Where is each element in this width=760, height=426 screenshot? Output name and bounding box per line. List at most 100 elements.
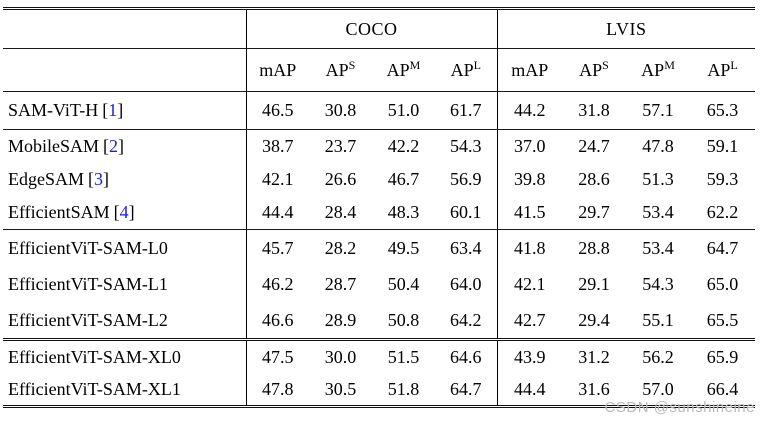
citation-link[interactable]: 1 xyxy=(108,100,118,120)
col-header-lvis-map: mAP xyxy=(496,48,563,92)
cell-value: 28.2 xyxy=(324,237,357,258)
group-header-coco: COCO xyxy=(245,8,498,49)
cell-value: 46.7 xyxy=(387,169,420,189)
table-row: EdgeSAM [3] 42.1 26.6 46.7 56.9 39.8 28.6… xyxy=(3,163,755,196)
cell-value: 49.5 xyxy=(387,237,420,258)
cell-value: 23.7 xyxy=(324,136,357,156)
cell-value: 59.3 xyxy=(706,169,739,189)
cell-value: 51.0 xyxy=(372,91,435,130)
col-header-sup: M xyxy=(409,57,421,72)
model-name: SAM-ViT-H [1] xyxy=(3,91,246,130)
cell-value: 30.0 xyxy=(324,346,357,367)
cell-value: 64.2 xyxy=(435,302,498,341)
group-header-lvis: LVIS xyxy=(496,8,756,49)
col-header-label: AP xyxy=(386,59,410,80)
model-label: EfficientViT-SAM-XL1 xyxy=(8,378,181,399)
cell-value: 28.4 xyxy=(309,196,372,230)
bracket-open: [ xyxy=(103,136,110,156)
cell-value: 31.8 xyxy=(562,91,627,130)
col-header-lvis-aps: APS xyxy=(562,48,627,92)
cell-value: 65.0 xyxy=(706,273,739,294)
cell-value: 59.1 xyxy=(706,136,739,156)
table-row: EfficientSAM [4] 44.4 28.4 48.3 60.1 41.5… xyxy=(3,196,756,230)
model-label: EfficientViT-SAM-L2 xyxy=(8,309,168,330)
col-header-coco-apm: APM xyxy=(372,48,435,92)
cell-value: 54.3 xyxy=(450,136,482,156)
model-name: EfficientViT-SAM-L2 xyxy=(3,302,246,341)
cell-value: 46.6 xyxy=(245,302,309,341)
cell-value: 42.7 xyxy=(496,302,563,341)
cell-value: 29.1 xyxy=(578,273,610,294)
col-header-label: mAP xyxy=(511,59,549,80)
table-row: EfficientViT-SAM-L2 46.6 28.9 50.8 64.2 … xyxy=(3,302,756,341)
bracket-close: ] xyxy=(118,136,125,156)
cell-value: 31.6 xyxy=(578,378,610,399)
cell-value: 53.4 xyxy=(642,237,674,258)
col-header-sup: L xyxy=(730,57,738,72)
citation-link[interactable]: 2 xyxy=(109,136,119,156)
model-label: SAM-ViT-H xyxy=(8,100,99,120)
cell-value: 50.4 xyxy=(387,273,420,294)
cell-value: 61.7 xyxy=(435,91,498,130)
cell-value: 30.5 xyxy=(324,378,357,399)
col-header-label: AP xyxy=(579,59,603,80)
col-header-sup: S xyxy=(348,57,356,72)
cell-value: 62.2 xyxy=(690,196,756,230)
cell-value: 65.5 xyxy=(690,302,756,341)
model-name: EfficientViT-SAM-XL1 xyxy=(3,373,246,407)
citation-link[interactable]: 4 xyxy=(119,202,129,222)
cell-value: 56.2 xyxy=(642,346,674,367)
cell-value: 57.1 xyxy=(626,91,691,130)
model-label: MobileSAM xyxy=(8,136,100,156)
col-header-sup: M xyxy=(664,57,675,72)
cell-value: 41.8 xyxy=(496,229,563,266)
cell-value: 64.0 xyxy=(450,273,482,294)
model-label: EfficientSAM xyxy=(8,202,110,222)
cell-value: 51.8 xyxy=(387,378,420,399)
model-label: EfficientViT-SAM-L1 xyxy=(8,273,168,294)
col-header-sup: L xyxy=(473,57,481,72)
col-header-lvis-apm: APM xyxy=(626,48,691,92)
col-header-label: AP xyxy=(450,59,474,80)
cell-value: 64.6 xyxy=(450,346,482,367)
citation-link[interactable]: 3 xyxy=(94,169,103,189)
col-header-coco-map: mAP xyxy=(245,48,309,92)
cell-value: 50.8 xyxy=(372,302,435,341)
model-name: EfficientViT-SAM-XL0 xyxy=(3,340,246,374)
empty-corner-cell xyxy=(3,8,246,49)
cell-value: 47.5 xyxy=(245,339,309,373)
column-header-row: mAP APS APM APL mAP APS APM APL xyxy=(3,48,756,92)
cell-value: 29.4 xyxy=(562,302,627,341)
cell-value: 64.7 xyxy=(706,237,739,258)
cell-value: 65.3 xyxy=(690,91,756,130)
model-name: EfficientViT-SAM-L1 xyxy=(3,266,246,302)
model-label: EfficientViT-SAM-L0 xyxy=(8,237,168,258)
col-header-label: AP xyxy=(325,59,349,80)
cell-value: 65.9 xyxy=(706,346,739,367)
cell-value: 37.0 xyxy=(496,129,563,163)
table-row: EfficientViT-SAM-L0 45.7 28.2 49.5 63.4 … xyxy=(3,229,755,267)
group-header-row: COCO LVIS xyxy=(3,8,756,49)
cell-value: 48.3 xyxy=(372,196,435,230)
col-header-sup: S xyxy=(602,57,609,72)
table-row: MobileSAM [2] 38.7 23.7 42.2 54.3 37.0 24… xyxy=(3,129,755,164)
bracket-close: ] xyxy=(103,169,109,189)
cell-value: 45.7 xyxy=(245,229,309,266)
citation: [3] xyxy=(88,169,109,189)
table-row: EfficientViT-SAM-XL0 47.5 30.0 51.5 64.6… xyxy=(3,339,755,374)
cell-value: 38.7 xyxy=(245,129,309,163)
cell-value: 54.3 xyxy=(642,273,674,294)
citation: [4] xyxy=(114,202,135,222)
cell-value: 47.8 xyxy=(245,373,309,407)
cell-value: 57.0 xyxy=(642,378,674,399)
cell-value: 55.1 xyxy=(626,302,691,341)
cell-value: 28.6 xyxy=(578,169,610,189)
cell-value: 44.2 xyxy=(496,91,563,130)
model-name: MobileSAM [2] xyxy=(3,130,246,164)
model-name: EfficientSAM [4] xyxy=(3,196,246,230)
cell-value: 44.4 xyxy=(245,196,309,230)
cell-value: 28.8 xyxy=(578,237,610,258)
cell-value: 41.5 xyxy=(496,196,563,230)
model-name: EfficientViT-SAM-L0 xyxy=(3,230,246,267)
